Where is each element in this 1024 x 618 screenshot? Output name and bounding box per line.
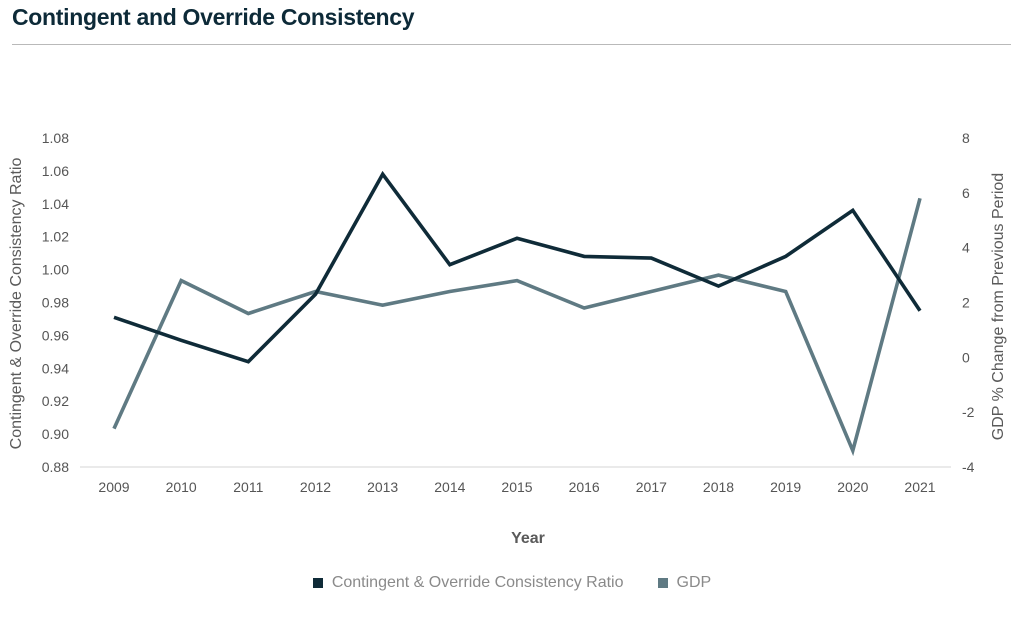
left-tick-label: 1.00 — [42, 262, 69, 278]
right-tick-label: 4 — [962, 240, 970, 256]
x-tick-label: 2020 — [837, 479, 868, 495]
line-chart: 0.88 0.90 0.92 0.94 0.96 0.98 1.00 1.02 1.04 1.06… — [8, 130, 1007, 547]
x-tick-label: 2009 — [98, 479, 129, 495]
right-tick-label: 0 — [962, 349, 970, 365]
left-axis-title: Contingent & Override Consistency Ratio — [8, 158, 25, 450]
right-tick-label: 6 — [962, 185, 970, 201]
right-tick-label: -2 — [962, 404, 975, 420]
legend: Contingent & Override Consistency Ratio … — [0, 574, 1024, 592]
x-tick-label: 2019 — [770, 479, 801, 495]
series-line-ratio[interactable] — [113, 170, 922, 364]
legend-label-ratio: Contingent & Override Consistency Ratio — [331, 574, 624, 591]
x-tick-label: 2018 — [703, 479, 734, 495]
legend-item-ratio[interactable]: Contingent & Override Consistency Ratio — [312, 574, 624, 592]
left-tick-label: 0.88 — [42, 459, 69, 475]
legend-swatch-ratio — [312, 578, 323, 588]
left-tick-label: 1.08 — [42, 130, 69, 146]
right-axis-title: GDP % Change from Previous Period — [990, 173, 1007, 440]
x-tick-label: 2011 — [233, 479, 263, 495]
x-tick-label: 2014 — [434, 479, 465, 495]
x-tick-label: 2017 — [636, 479, 667, 495]
chart-title: Contingent and Override Consistency — [12, 4, 415, 30]
left-tick-label: 0.98 — [42, 295, 69, 311]
left-tick-label: 0.90 — [42, 426, 69, 442]
x-tick-label: 2021 — [904, 479, 935, 495]
x-tick-label: 2010 — [166, 479, 197, 495]
x-tick-label: 2013 — [367, 479, 398, 495]
legend-label-gdp: GDP — [676, 574, 712, 591]
left-tick-label: 1.02 — [42, 229, 69, 245]
left-tick-label: 0.92 — [42, 393, 69, 409]
left-tick-label: 1.06 — [42, 163, 69, 179]
series-layer — [112, 170, 922, 457]
left-tick-label: 0.94 — [42, 360, 69, 376]
right-tick-label: 8 — [962, 130, 970, 146]
right-tick-label: 2 — [962, 295, 970, 311]
left-axis-ticks: 0.88 0.90 0.92 0.94 0.96 0.98 1.00 1.02 1.04 1.06… — [42, 130, 69, 475]
x-tick-label: 2015 — [501, 479, 532, 495]
legend-item-gdp[interactable]: GDP — [657, 574, 712, 592]
x-tick-label: 2012 — [300, 479, 331, 495]
right-axis-ticks: -4 -2 0 2 4 6 8 — [962, 130, 975, 475]
legend-swatch-gdp — [657, 578, 668, 588]
series-line-gdp[interactable] — [112, 197, 922, 457]
left-tick-label: 0.96 — [42, 327, 69, 343]
left-tick-label: 1.04 — [42, 196, 69, 212]
x-tick-label: 2016 — [569, 479, 600, 495]
title-divider — [12, 44, 1011, 45]
x-axis-ticks: 2009 2010 2011 2012 2013 2014 2015 2016 2017 2018… — [98, 479, 935, 495]
right-tick-label: -4 — [962, 459, 975, 475]
x-axis-title: Year — [511, 530, 545, 547]
